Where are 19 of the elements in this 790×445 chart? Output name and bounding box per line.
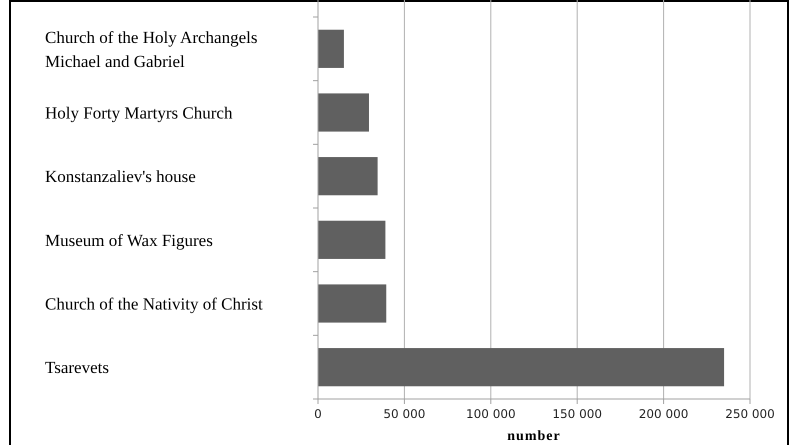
- bar: [318, 220, 386, 259]
- x-tick-label: 200 000: [638, 407, 688, 421]
- y-tick-label: Holy Forty Martyrs Church: [45, 104, 233, 122]
- x-tick-label: 150 000: [552, 407, 602, 421]
- y-tick-label: Tsarevets: [45, 358, 109, 378]
- x-axis-title: number: [507, 429, 561, 444]
- bar: [318, 157, 378, 196]
- bar: [318, 93, 369, 132]
- y-tick-label: Konstanzaliev's house: [45, 167, 196, 186]
- x-tick-label: 0: [314, 407, 322, 421]
- bar: [318, 348, 724, 386]
- y-tick-label: Church of the Holy Archangels Michael and Gabriel: [45, 28, 258, 71]
- bar: [318, 284, 386, 323]
- x-tick-label: 50 000: [383, 407, 426, 421]
- x-tick-label: 250 000: [725, 407, 775, 421]
- x-tick-label: 100 000: [466, 407, 516, 421]
- bar: [318, 30, 344, 68]
- y-tick-label: Museum of Wax Figures: [45, 230, 213, 250]
- y-tick-label: Church of the Nativity of Christ: [45, 294, 263, 314]
